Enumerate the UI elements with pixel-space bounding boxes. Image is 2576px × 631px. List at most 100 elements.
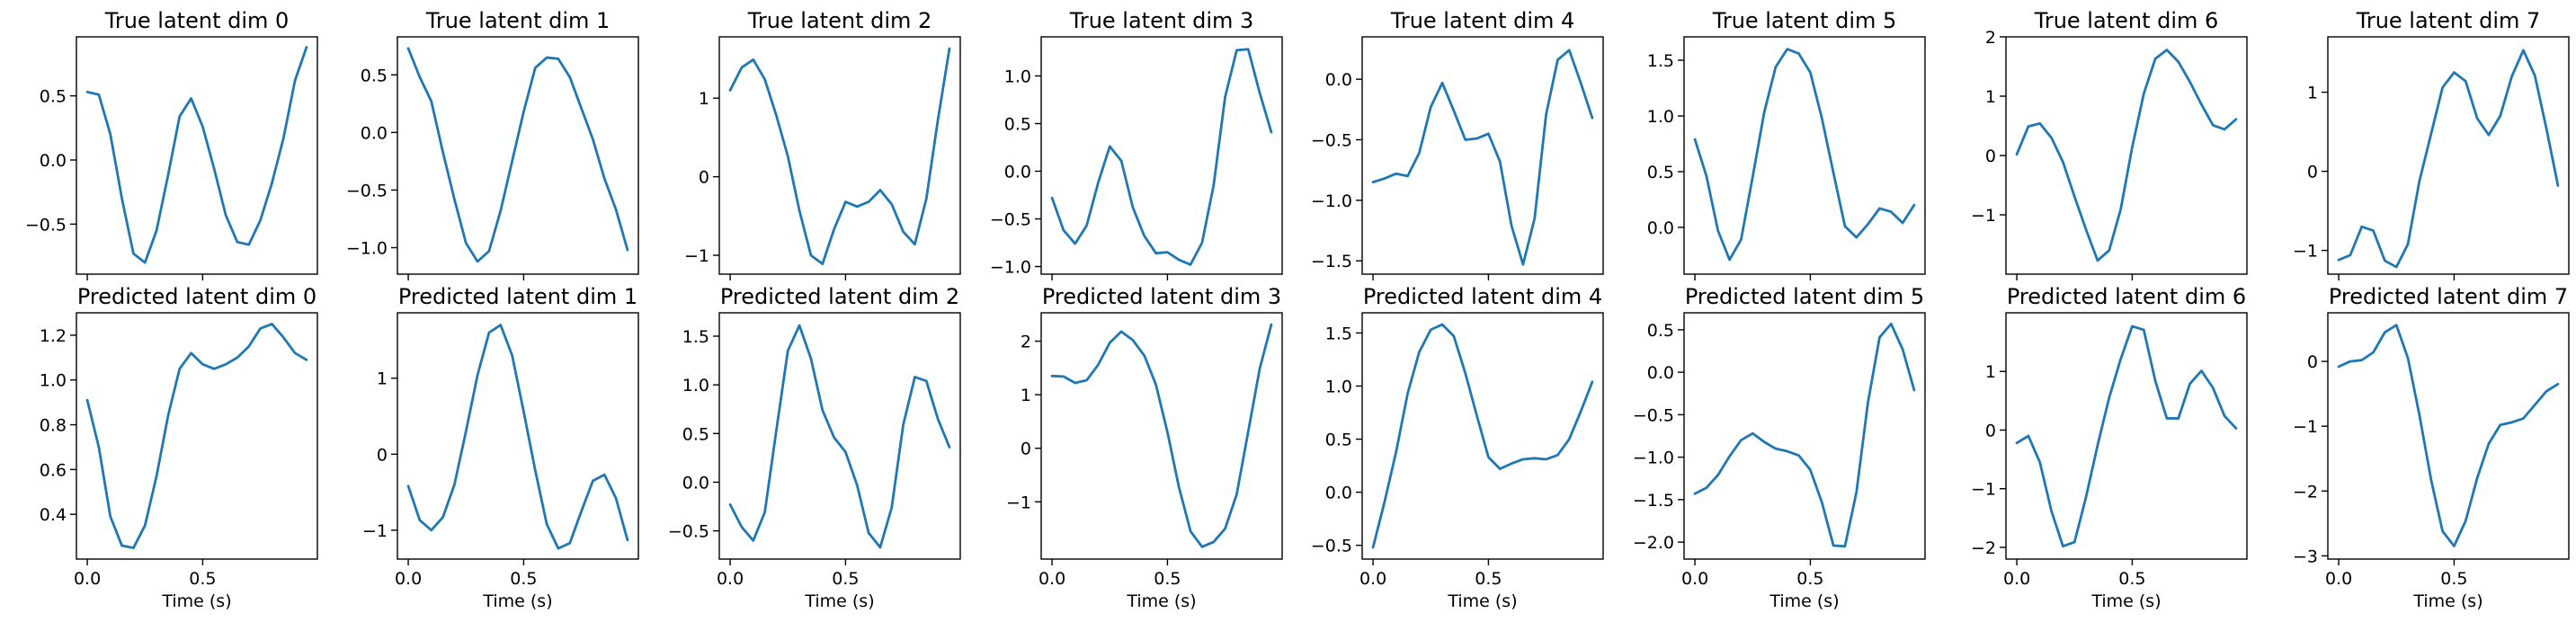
y-tick-label: −3 [2293,547,2318,566]
y-tick-label: 1 [1985,87,1996,107]
y-tick-label: −2.0 [1633,533,1674,553]
y-tick-label: 0.4 [40,505,67,525]
subplot-predicted-dim-3: Predicted latent dim 3 0.0 0.5 −1 0 1 2 Time (s… [1006,284,1283,611]
y-tick-label: 1.2 [40,326,67,346]
y-tick-label: −1.0 [346,239,388,259]
plot-frame [1361,312,1604,560]
y-tick-label: 0 [1985,421,1996,440]
y-tick-label: 2 [1021,333,1031,352]
y-tick-label: 0.0 [361,123,388,143]
subplot-title: True latent dim 0 [104,8,290,33]
y-tick-label: 1.0 [40,371,67,391]
subplot-title: True latent dim 4 [1390,8,1575,33]
plot-frame [1683,312,1926,560]
y-tick-label: 2 [1985,28,1996,48]
y-tick-label: 0.0 [1325,70,1352,90]
series-line [1693,322,1916,548]
series-line [1050,48,1273,266]
y-tick-label: 0.5 [1647,163,1674,182]
subplot-title: Predicted latent dim 7 [2329,284,2568,309]
y-tick-label: 0.5 [1647,321,1674,341]
x-axis-label: Time (s) [1126,591,1196,611]
y-tick-label: −1 [1971,206,1996,226]
series-line [728,47,951,266]
subplot-title: Predicted latent dim 4 [1363,284,1602,309]
y-tick-label: −0.5 [1633,405,1674,425]
y-tick-label: −1.0 [990,258,1031,278]
x-axis-label: Time (s) [1447,591,1517,611]
y-tick-label: −2 [2293,482,2318,502]
y-tick-label: −1.0 [1311,191,1352,211]
y-tick-label: 0.0 [682,473,709,493]
series-line [85,46,308,264]
subplot-predicted-dim-1: Predicted latent dim 1 0.0 0.5 −1 0 1 Time (s) [362,284,639,611]
y-tick-label: 1 [2307,84,2318,103]
subplot-predicted-dim-7: Predicted latent dim 7 0.0 0.5 −3 −2 −1 0 Time … [2293,284,2570,611]
y-tick-label: 1 [1021,386,1031,405]
y-tick-label: −1 [2293,417,2318,437]
y-tick-label: 1.0 [682,376,709,395]
x-tick-label: 0.5 [510,569,537,589]
y-tick-label: 0.5 [40,87,67,107]
y-tick-label: 1.5 [1325,324,1352,343]
x-axis-label: Time (s) [804,591,874,611]
series-line [2015,49,2238,262]
y-tick-label: 0.8 [40,416,67,436]
x-tick-label: 0.0 [717,569,744,589]
subplot-title: True latent dim 5 [1712,8,1897,33]
x-tick-label: 0.0 [395,569,422,589]
x-tick-label: 0.0 [1038,569,1065,589]
y-tick-label: −1 [1971,480,1996,500]
x-tick-label: 0.0 [1359,569,1386,589]
series-line [2015,324,2238,548]
y-tick-label: −1 [2293,242,2318,262]
y-tick-label: 0.0 [1647,218,1674,238]
series-line [406,324,629,550]
y-tick-label: 0.5 [361,66,388,85]
y-tick-label: −0.5 [25,215,67,235]
plot-frame [718,312,961,560]
y-tick-label: −0.5 [668,522,709,542]
plot-frame [76,312,318,560]
y-tick-label: 0 [2307,352,2318,372]
series-line [728,324,951,549]
subplot-title: True latent dim 3 [1069,8,1254,33]
series-line [406,47,629,263]
y-tick-label: 0.6 [40,460,67,480]
subplot-title: Predicted latent dim 5 [1685,284,1924,309]
subplot-true-dim-7: True latent dim 7 −1 0 1 [2293,8,2570,280]
y-tick-label: 1.0 [1004,67,1031,86]
plot-frame [2005,312,2248,560]
subplot-title: True latent dim 1 [425,8,611,33]
y-tick-label: 1 [377,369,388,389]
y-tick-label: −0.5 [1311,130,1352,150]
x-tick-label: 0.0 [2325,569,2352,589]
subplot-title: True latent dim 7 [2356,8,2541,33]
plot-frame [1683,36,1926,275]
y-tick-label: 1.5 [682,327,709,347]
y-tick-label: 0.5 [682,424,709,444]
y-tick-label: 0.5 [1004,114,1031,134]
subplot-predicted-dim-6: Predicted latent dim 6 0.0 0.5 −2 −1 0 1 Time (… [1971,284,2248,611]
subplot-title: True latent dim 2 [747,8,932,33]
plot-frame [397,312,639,560]
subplot-true-dim-2: True latent dim 2 −1 0 1 [684,8,961,280]
x-tick-label: 0.5 [832,569,859,589]
y-tick-label: 0.0 [40,151,67,171]
subplot-true-dim-0: True latent dim 0 −0.5 0.0 0.5 [25,8,318,280]
plot-frame [2327,312,2570,560]
x-tick-label: 0.5 [2440,569,2467,589]
x-axis-label: Time (s) [161,591,231,611]
plot-frame [76,36,318,275]
y-tick-label: −1 [684,246,709,266]
plot-frame [397,36,639,275]
series-line [1693,48,1916,262]
x-tick-label: 0.5 [1154,569,1181,589]
y-tick-label: −0.5 [346,181,388,200]
series-line [2337,324,2560,547]
y-tick-label: 1.0 [1325,377,1352,396]
y-tick-label: −1 [1006,493,1031,512]
x-tick-label: 0.5 [1796,569,1823,589]
x-tick-label: 0.5 [2118,569,2145,589]
series-line [2337,49,2560,269]
